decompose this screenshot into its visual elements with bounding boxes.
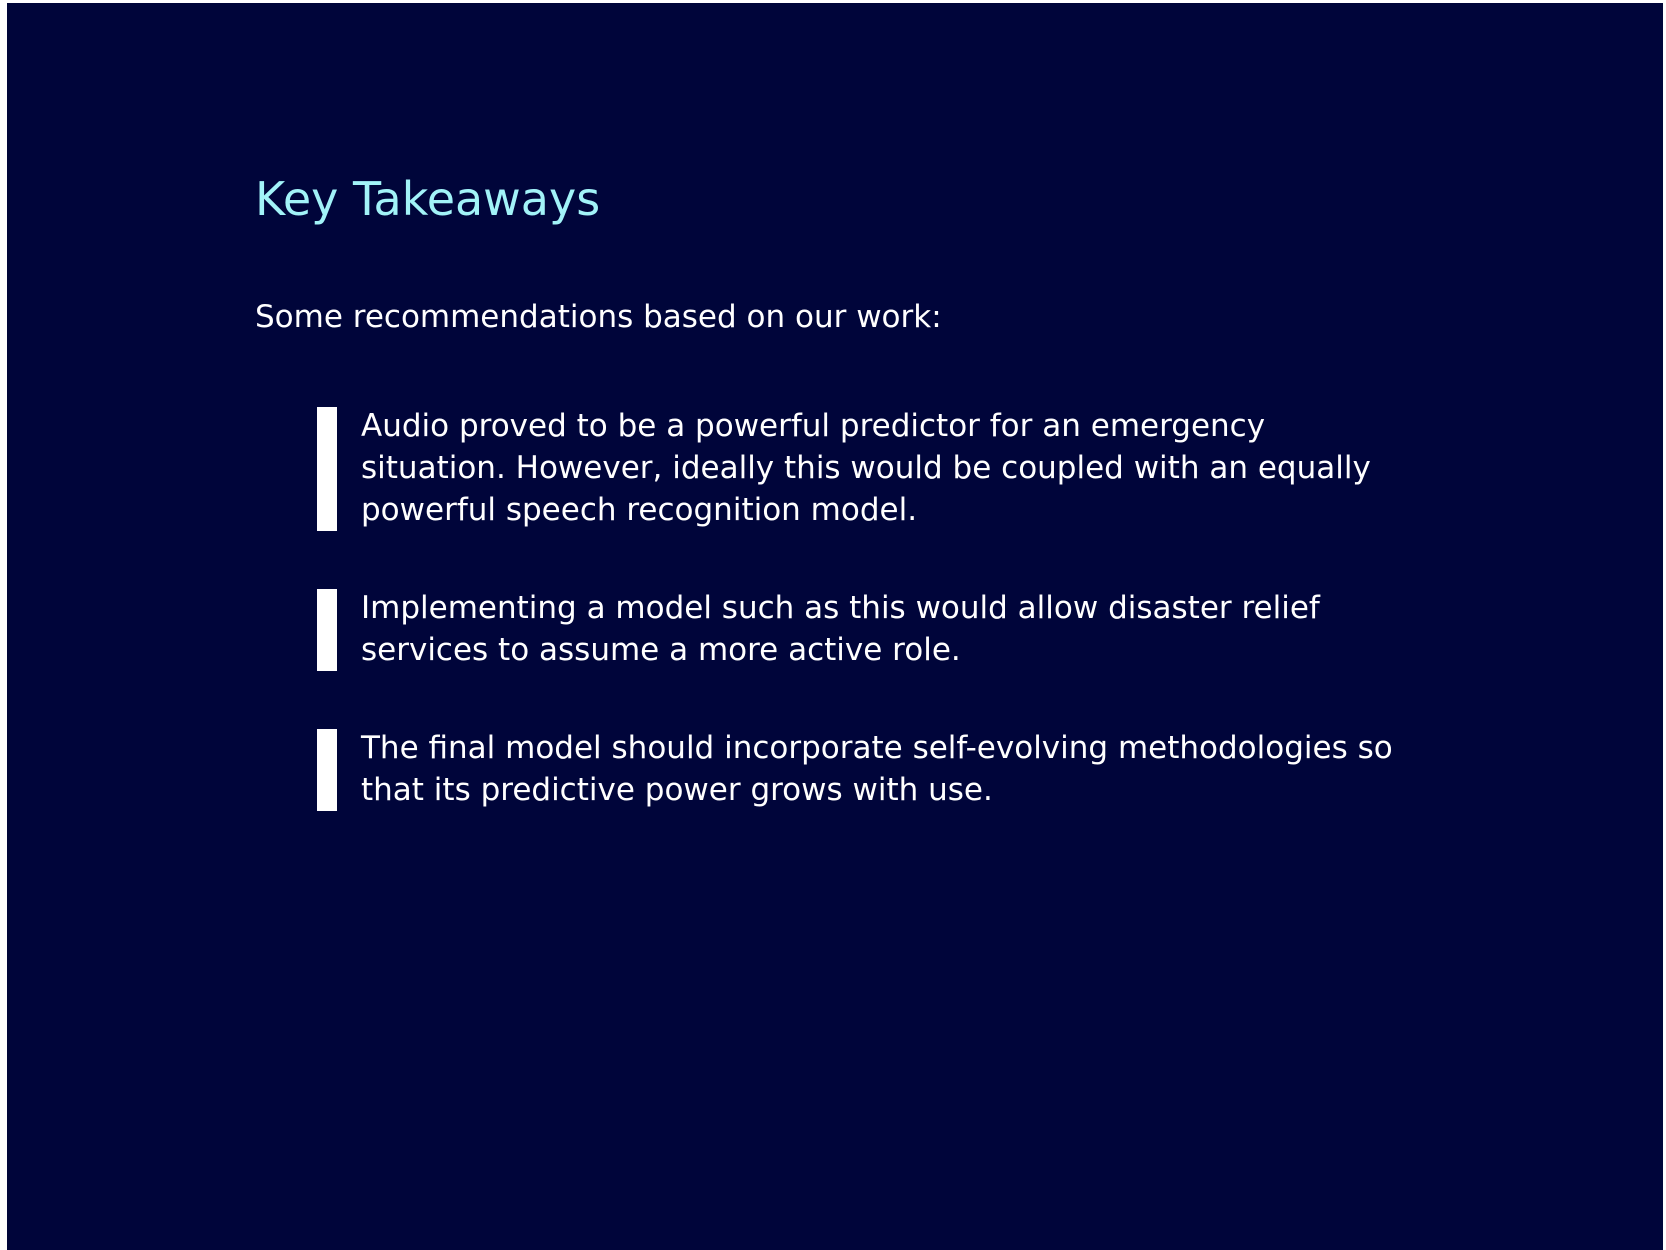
- bullet-bar-icon: [317, 407, 337, 531]
- takeaway-item: The final model should incorporate self-…: [317, 727, 1417, 811]
- takeaway-text: Audio proved to be a powerful predictor …: [361, 408, 1371, 528]
- takeaway-item: Audio proved to be a powerful predictor …: [317, 405, 1417, 531]
- bullet-bar-icon: [317, 729, 337, 811]
- slide: Key Takeaways Some recommendations based…: [7, 3, 1663, 1250]
- intro-text: Some recommendations based on our work:: [255, 299, 942, 335]
- takeaway-item: Implementing a model such as this would …: [317, 587, 1417, 671]
- takeaway-text: Implementing a model such as this would …: [361, 590, 1320, 668]
- takeaway-list: Audio proved to be a powerful predictor …: [317, 405, 1417, 867]
- bullet-bar-icon: [317, 589, 337, 671]
- slide-title: Key Takeaways: [255, 172, 601, 226]
- takeaway-text: The final model should incorporate self-…: [361, 730, 1393, 808]
